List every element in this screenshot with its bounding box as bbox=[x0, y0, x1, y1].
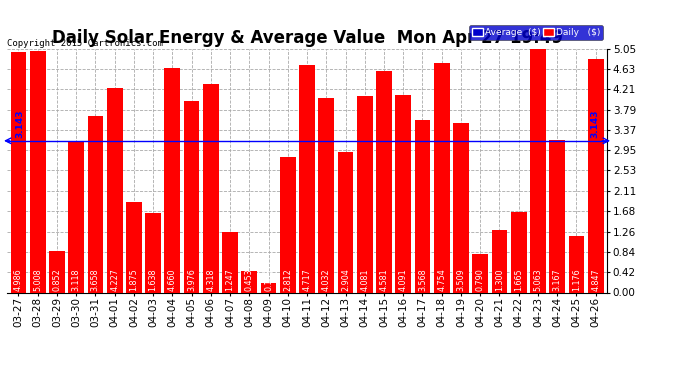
Bar bbox=[473, 254, 488, 292]
Text: 4.032: 4.032 bbox=[322, 268, 331, 291]
Bar bbox=[549, 140, 565, 292]
Bar bbox=[68, 142, 84, 292]
Bar bbox=[107, 88, 123, 292]
Bar bbox=[491, 230, 507, 292]
Bar bbox=[434, 63, 450, 292]
Text: 2.812: 2.812 bbox=[284, 268, 293, 291]
Bar bbox=[376, 71, 392, 292]
Bar bbox=[530, 48, 546, 292]
Bar bbox=[222, 232, 238, 292]
Bar bbox=[453, 123, 469, 292]
Text: 3.143: 3.143 bbox=[590, 110, 599, 138]
Text: 4.091: 4.091 bbox=[399, 268, 408, 291]
Bar bbox=[337, 152, 353, 292]
Text: 4.081: 4.081 bbox=[360, 268, 369, 291]
Text: 3.509: 3.509 bbox=[457, 268, 466, 291]
Bar bbox=[395, 95, 411, 292]
Text: 1.176: 1.176 bbox=[572, 268, 581, 291]
Text: 3.658: 3.658 bbox=[91, 268, 100, 291]
Text: 3.568: 3.568 bbox=[418, 268, 427, 291]
Text: 4.660: 4.660 bbox=[168, 268, 177, 291]
Text: 4.847: 4.847 bbox=[591, 268, 600, 291]
Bar bbox=[415, 120, 431, 292]
Text: 4.227: 4.227 bbox=[110, 268, 119, 291]
Bar bbox=[569, 236, 584, 292]
Text: 0.453: 0.453 bbox=[245, 268, 254, 291]
Text: 1.300: 1.300 bbox=[495, 268, 504, 291]
Text: 0.790: 0.790 bbox=[475, 268, 484, 291]
Text: 3.118: 3.118 bbox=[72, 268, 81, 291]
Text: 1.665: 1.665 bbox=[514, 268, 523, 291]
Bar bbox=[203, 84, 219, 292]
Bar bbox=[318, 98, 334, 292]
Bar bbox=[241, 271, 257, 292]
Text: 3.167: 3.167 bbox=[553, 268, 562, 291]
Bar bbox=[511, 212, 526, 292]
Text: 1.638: 1.638 bbox=[148, 268, 157, 291]
Bar bbox=[49, 251, 65, 292]
Bar bbox=[588, 58, 604, 292]
Text: 3.976: 3.976 bbox=[187, 268, 196, 291]
Bar bbox=[261, 284, 277, 292]
Text: 5.008: 5.008 bbox=[33, 268, 42, 291]
Text: 0.852: 0.852 bbox=[52, 268, 61, 291]
Text: 5.063: 5.063 bbox=[533, 268, 542, 291]
Bar bbox=[357, 96, 373, 292]
Bar bbox=[30, 51, 46, 292]
Bar bbox=[145, 213, 161, 292]
Text: 1.247: 1.247 bbox=[226, 268, 235, 291]
Text: 4.986: 4.986 bbox=[14, 268, 23, 291]
Bar bbox=[299, 65, 315, 292]
Text: 0.189: 0.189 bbox=[264, 268, 273, 291]
Bar bbox=[184, 100, 199, 292]
Bar bbox=[10, 52, 26, 292]
Bar bbox=[126, 202, 141, 292]
Text: 2.904: 2.904 bbox=[341, 268, 350, 291]
Title: Daily Solar Energy & Average Value  Mon Apr 27 19:49: Daily Solar Energy & Average Value Mon A… bbox=[52, 29, 562, 47]
Text: 3.143: 3.143 bbox=[15, 110, 24, 138]
Bar bbox=[280, 157, 296, 292]
Text: Copyright 2015 Cartronics.com: Copyright 2015 Cartronics.com bbox=[7, 39, 163, 48]
Text: 4.754: 4.754 bbox=[437, 268, 446, 291]
Legend: Average  ($), Daily   ($): Average ($), Daily ($) bbox=[469, 25, 602, 40]
Bar bbox=[164, 68, 180, 292]
Text: 4.581: 4.581 bbox=[380, 268, 388, 291]
Text: 1.875: 1.875 bbox=[130, 268, 139, 291]
Text: 4.717: 4.717 bbox=[302, 268, 312, 291]
Bar bbox=[88, 116, 103, 292]
Text: 4.318: 4.318 bbox=[206, 268, 215, 291]
